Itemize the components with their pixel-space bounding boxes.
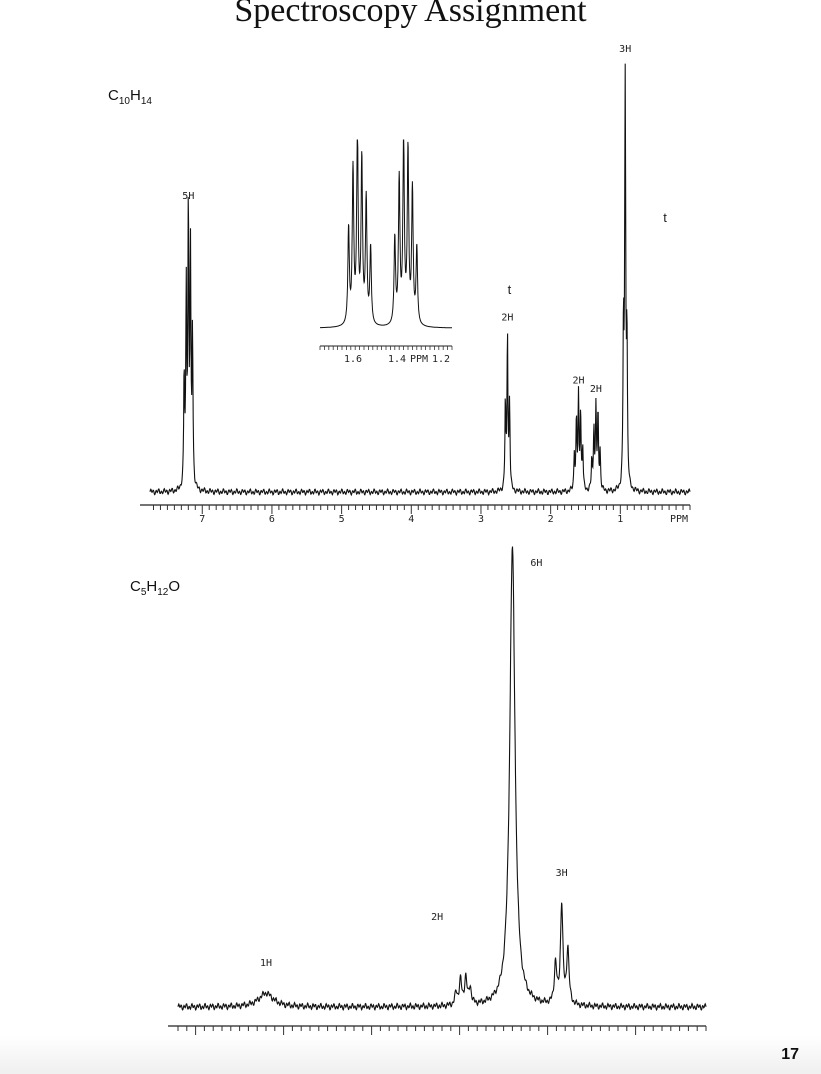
spectrum-1-tick-label: 4 xyxy=(408,514,414,525)
page-title: Spectroscopy Assignment xyxy=(234,0,587,29)
peak-label: 1H xyxy=(260,958,272,969)
spectrum-1-tick-label: 7 xyxy=(199,514,205,525)
formula-2-h-count: 12 xyxy=(157,587,169,598)
page-number: 17 xyxy=(781,1046,799,1063)
page-footer xyxy=(0,1036,821,1074)
spectrum-1-tick-label: 1 xyxy=(617,514,623,525)
peak-label: 2H xyxy=(590,384,602,395)
peak-label: 2H xyxy=(501,313,513,324)
formula-2-h: H xyxy=(146,578,158,595)
spectrum-1-trace xyxy=(149,63,691,497)
spectrum-1-tick-label: 5 xyxy=(339,514,345,525)
formula-2-o: O xyxy=(168,578,181,595)
spectrum-1-tick-label: 2 xyxy=(548,514,554,525)
formula-1-h: H xyxy=(129,87,141,104)
formula-1-c: C xyxy=(108,87,119,104)
peak-label: 5H xyxy=(182,191,194,202)
inset-tick-label: 1.4 xyxy=(388,354,406,365)
peak-label: 3H xyxy=(556,868,568,879)
formula-1-c-count: 10 xyxy=(118,96,130,107)
formula-2-c: C xyxy=(130,578,141,595)
spectrum-2-trace xyxy=(177,546,707,1012)
multiplicity-label: t xyxy=(663,210,667,225)
inset-tick-label: 1.2 xyxy=(432,354,450,365)
inset-ppm-label: PPM xyxy=(410,354,428,365)
peak-label: 3H xyxy=(619,44,631,55)
peak-label: 2H xyxy=(572,376,584,387)
inset-tick-label: 1.6 xyxy=(344,354,362,365)
formula-label-1: C10H14 xyxy=(108,87,152,107)
peak-label: 2H xyxy=(431,912,443,923)
formula-2-c-count: 5 xyxy=(140,587,147,598)
spectrum-1-ppm-label: PPM xyxy=(670,514,688,525)
formula-label-2: C5H12O xyxy=(130,578,180,598)
inset-trace xyxy=(320,139,452,329)
peak-label: 6H xyxy=(530,558,542,569)
spectrum-1-tick-label: 6 xyxy=(269,514,275,525)
spectrum-1-tick-label: 3 xyxy=(478,514,484,525)
formula-1-h-count: 14 xyxy=(140,96,152,107)
multiplicity-label: t xyxy=(508,282,512,297)
